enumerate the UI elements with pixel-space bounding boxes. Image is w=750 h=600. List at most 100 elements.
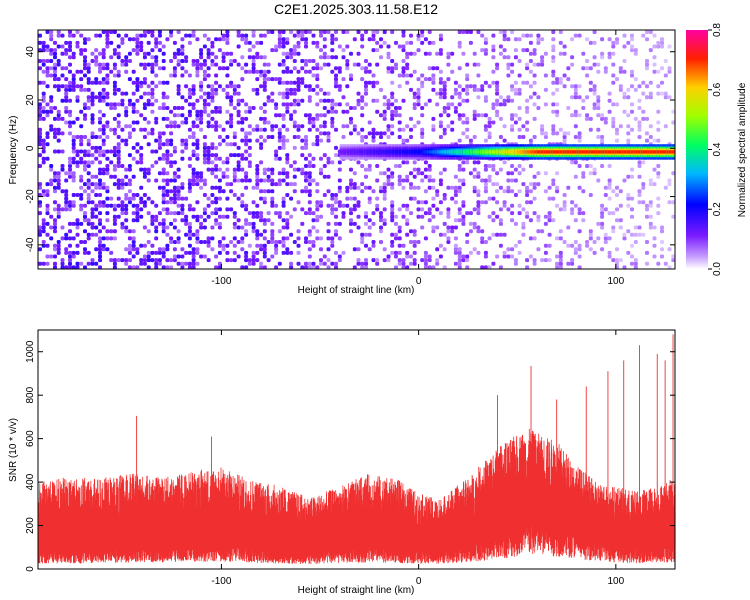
spectrogram-cell: [105, 91, 110, 96]
spectrogram-cell: [476, 174, 481, 179]
spectrogram-cell: [461, 87, 466, 92]
spectrogram-cell: [592, 250, 597, 255]
spectrogram-cell: [98, 127, 102, 132]
spectrogram-cell: [71, 142, 76, 147]
spectrogram-cell: [648, 200, 653, 205]
spectrogram-cell: [304, 265, 308, 269]
spectrogram-cell: [157, 131, 162, 136]
spectrogram-cell: [98, 203, 102, 208]
spectrogram-cell: [210, 84, 215, 89]
spectrogram-cell: [120, 40, 125, 45]
spectrogram-cell: [453, 87, 458, 92]
spectrogram-cell: [244, 69, 249, 74]
spectrogram-cell: [41, 40, 46, 45]
spectrogram-cell: [251, 225, 256, 230]
spectrogram-cell: [187, 203, 192, 208]
spectrogram-cell: [382, 193, 387, 197]
spectrogram-cell: [53, 84, 57, 89]
spectrogram-cell: [521, 182, 526, 187]
spectrogram-cell: [412, 124, 417, 129]
spectrogram-cell: [150, 55, 155, 60]
spectrogram-cell: [68, 80, 72, 85]
spectrogram-cell: [172, 178, 177, 183]
spectrogram-cell: [397, 236, 402, 241]
spectrogram-cell: [236, 109, 241, 114]
spectrogram-cell: [364, 232, 368, 237]
spectrogram-cell: [41, 229, 46, 234]
spectrogram-cell: [83, 164, 87, 168]
spectrogram-cell: [221, 127, 226, 132]
spectrogram-cell: [480, 87, 485, 92]
spectrogram-cell: [334, 37, 338, 42]
spectrogram-cell: [506, 254, 511, 259]
spectrogram-cell: [262, 221, 267, 226]
spectrogram-cell: [615, 193, 619, 197]
spectrogram-cell: [656, 138, 661, 143]
spectrogram-band-segment: [389, 150, 392, 154]
spectrogram-cell: [120, 182, 125, 187]
spectrogram-cell: [83, 135, 87, 139]
spectrogram-cell: [652, 33, 657, 38]
spectrogram-cell: [450, 102, 455, 107]
spectrogram-cell: [90, 211, 95, 216]
spectrogram-cell: [416, 98, 421, 103]
spectrogram-cell: [506, 207, 511, 212]
spectrogram-cell: [154, 261, 159, 266]
spectrogram-cell: [259, 55, 264, 60]
spectrogram-cell: [656, 109, 661, 114]
spectrogram-cell: [266, 174, 271, 179]
spectrogram-cell: [409, 240, 413, 244]
spectrogram-cell: [195, 113, 200, 118]
spectrogram-cell: [360, 138, 365, 143]
spectrogram-cell: [161, 91, 166, 96]
spectrogram-cell: [75, 193, 80, 197]
spectrogram-cell: [296, 33, 301, 38]
spectrogram-cell: [641, 185, 646, 190]
spectrogram-cell: [112, 261, 117, 266]
spectrogram-frame: [37, 29, 676, 270]
spectrogram-cell: [600, 214, 605, 219]
spectrogram-cell: [356, 200, 361, 205]
spectrogram-cell: [206, 51, 211, 56]
spectrogram-cell: [157, 258, 162, 263]
spectrogram-cell: [480, 178, 485, 183]
spectrogram-cell: [577, 254, 582, 259]
spectrogram-cell: [386, 66, 391, 71]
spectrogram-cell: [262, 236, 267, 241]
spectrogram-cell: [244, 135, 249, 139]
spectrogram-cell: [124, 218, 129, 223]
spectrogram-cell: [262, 189, 267, 194]
spectrogram-cell: [161, 44, 166, 49]
spectrogram-cell: [180, 182, 185, 187]
spectrogram-cell: [120, 127, 125, 132]
spectrogram-cell: [98, 258, 102, 263]
spectrogram-cell: [311, 66, 316, 71]
spectrogram-cell: [285, 236, 290, 241]
spectrogram-cell: [139, 261, 144, 266]
spectrogram-band-segment: [522, 150, 525, 154]
spectrogram-band-segment: [609, 150, 612, 154]
spectrogram-cell: [558, 80, 563, 85]
spectrogram-cell: [551, 182, 556, 187]
spectrogram-cell: [652, 182, 657, 187]
spectrogram-cell: [315, 218, 320, 223]
spectrogram-cell: [116, 149, 121, 154]
spectrogram-cell: [124, 124, 129, 129]
spectrogram-cell: [622, 236, 627, 241]
spectrogram-cell: [79, 207, 84, 212]
spectrogram-cell: [532, 196, 537, 201]
spectrogram-cell: [521, 167, 526, 172]
spectrogram-cell: [116, 120, 121, 125]
spectrogram-cell: [611, 62, 616, 67]
spectrogram-cell: [525, 200, 530, 205]
spectrogram-cell: [45, 254, 50, 259]
spectrogram-cell: [259, 214, 264, 219]
spectrogram-cell: [206, 156, 211, 161]
colorbar-label: Normalized spectral amplitude: [737, 82, 748, 217]
spectrogram-cell: [573, 33, 578, 38]
spectrogram-cell: [217, 48, 222, 53]
spectrogram-cell: [446, 211, 451, 216]
spectrogram-cell: [345, 30, 350, 34]
spectrogram-cell: [98, 185, 102, 190]
spectrogram-cell: [438, 171, 443, 176]
